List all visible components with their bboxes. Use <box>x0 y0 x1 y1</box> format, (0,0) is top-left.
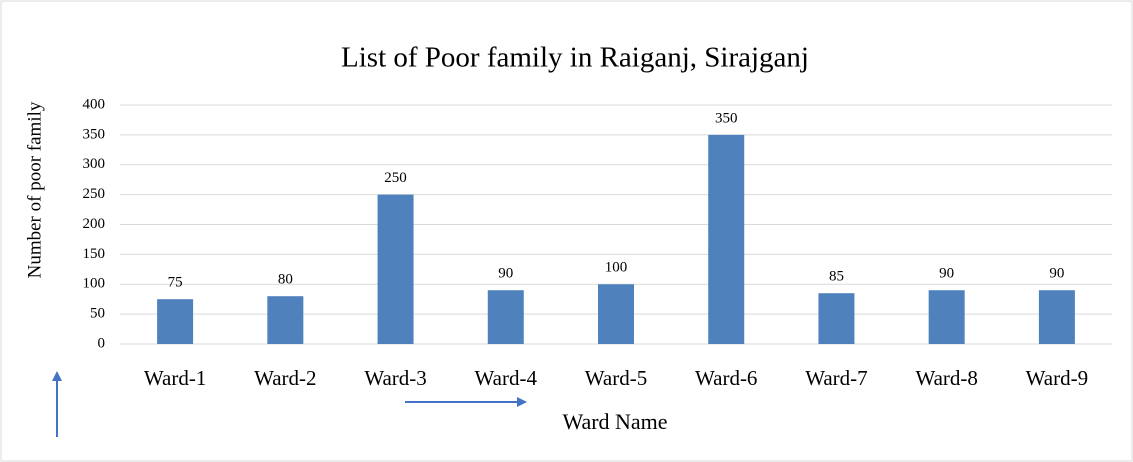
data-label: 100 <box>605 260 628 276</box>
x-tick-label: Ward-2 <box>254 366 316 390</box>
x-axis-label: Ward Name <box>562 409 667 434</box>
data-label: 90 <box>498 266 513 282</box>
y-tick-label: 250 <box>83 186 106 202</box>
bar <box>267 296 304 344</box>
y-tick-label: 400 <box>83 96 106 112</box>
x-tick-label: Ward-4 <box>475 366 538 390</box>
bar <box>928 290 965 344</box>
x-tick-label: Ward-1 <box>144 366 206 390</box>
y-tick-label: 50 <box>90 306 105 322</box>
x-tick-label: Ward-5 <box>585 366 647 390</box>
x-tick-label: Ward-7 <box>805 366 867 390</box>
x-tick-label: Ward-8 <box>915 366 977 390</box>
y-tick-label: 200 <box>83 216 106 232</box>
data-label: 250 <box>384 170 407 186</box>
bar <box>818 293 855 344</box>
data-label: 90 <box>939 266 954 282</box>
data-label: 350 <box>715 110 738 126</box>
chart-title: List of Poor family in Raiganj, Sirajgan… <box>341 42 809 74</box>
bar <box>708 134 745 344</box>
y-tick-label: 300 <box>83 156 106 172</box>
y-tick-label: 0 <box>98 335 106 351</box>
data-label: 75 <box>168 275 183 291</box>
y-tick-label: 350 <box>83 126 106 142</box>
data-label: 80 <box>278 272 293 288</box>
x-tick-label: Ward-3 <box>364 366 426 390</box>
bar <box>487 290 524 344</box>
bar <box>157 299 194 344</box>
bar <box>377 194 414 344</box>
bar <box>1038 290 1075 344</box>
x-tick-label: Ward-6 <box>695 366 757 390</box>
bar <box>598 284 634 344</box>
data-label: 90 <box>1049 266 1064 282</box>
x-tick-label: Ward-9 <box>1026 366 1088 390</box>
y-axis-label: Number of poor family <box>24 101 45 278</box>
data-label: 85 <box>829 269 844 285</box>
y-tick-label: 100 <box>83 276 106 292</box>
y-tick-label: 150 <box>83 246 106 262</box>
